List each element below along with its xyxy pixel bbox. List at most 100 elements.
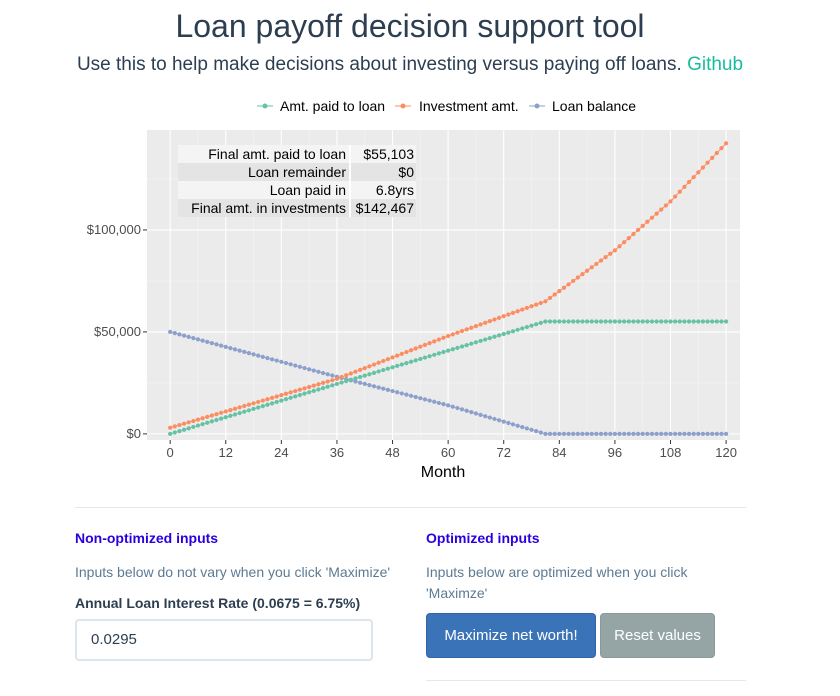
series-paid_to_loan [168, 319, 729, 436]
reset-button[interactable]: Reset values [600, 613, 715, 658]
data-point [376, 360, 381, 365]
data-point [691, 175, 696, 180]
data-point [561, 319, 567, 324]
data-point [696, 319, 701, 324]
data-point [191, 418, 196, 424]
data-point [469, 341, 474, 346]
data-point [483, 414, 488, 419]
non-optimized-help: Inputs below do not vary when you click … [75, 564, 391, 580]
data-point [663, 203, 668, 208]
github-link[interactable]: Github [687, 54, 744, 75]
data-point [719, 319, 724, 324]
data-point [686, 431, 692, 436]
data-point [719, 431, 724, 436]
data-point [469, 325, 474, 330]
data-point [645, 219, 650, 224]
data-point [654, 431, 659, 436]
data-point [293, 394, 298, 399]
data-point [228, 413, 233, 418]
optimized-panel: Optimized inputs Inputs below are optimi… [426, 530, 746, 604]
data-point [288, 362, 293, 367]
data-point [492, 416, 497, 422]
data-point [608, 251, 613, 256]
data-point [603, 431, 608, 436]
interest-rate-input[interactable]: 0.0295 [75, 619, 373, 661]
data-point [297, 364, 302, 369]
data-point [209, 419, 214, 424]
data-point [682, 431, 687, 436]
x-tick-label: 0 [167, 445, 174, 460]
data-point [293, 388, 298, 394]
data-point [682, 319, 687, 324]
data-point [663, 319, 668, 324]
data-point [469, 410, 474, 415]
data-point [612, 319, 618, 324]
data-point [487, 319, 492, 324]
data-point [450, 347, 455, 352]
data-point [288, 390, 293, 395]
data-point [302, 391, 307, 396]
data-point [724, 431, 729, 436]
data-point [330, 378, 335, 383]
data-point [566, 431, 571, 436]
data-point [311, 368, 316, 373]
page-title: Loan payoff decision support tool [175, 8, 645, 44]
data-point [251, 406, 256, 412]
data-point [686, 179, 692, 185]
data-point [529, 323, 534, 328]
data-point [274, 358, 279, 363]
data-point [649, 319, 655, 324]
data-point [358, 367, 363, 372]
data-point [668, 319, 673, 324]
data-point [520, 424, 525, 430]
loan-chart: Amt. paid to loan Investment amt. Loan b… [87, 98, 740, 481]
summary-value: 6.8yrs [376, 182, 414, 198]
data-point [214, 412, 219, 417]
data-point [441, 402, 446, 407]
data-point [269, 395, 275, 400]
data-point [413, 346, 418, 351]
x-axis-title: Month [421, 464, 465, 481]
data-point [710, 431, 715, 436]
data-point [219, 410, 224, 415]
data-point [371, 384, 377, 389]
data-point [395, 353, 400, 358]
data-point [362, 366, 367, 371]
data-point [473, 323, 479, 329]
data-point [177, 332, 182, 337]
data-point [589, 431, 594, 436]
data-point [700, 319, 706, 324]
maximize-button[interactable]: Maximize net worth! [426, 613, 596, 658]
data-point [325, 384, 330, 389]
data-point [353, 369, 358, 374]
series-loan_balance [168, 329, 729, 436]
data-point [585, 319, 590, 324]
data-series [168, 141, 729, 436]
data-point [246, 408, 252, 413]
data-point [478, 322, 483, 327]
page-subtitle: Use this to help make decisions about in… [0, 54, 820, 76]
data-point [283, 397, 289, 402]
data-point [242, 409, 247, 414]
optimized-help: Inputs below are optimized when you clic… [426, 564, 688, 601]
data-point [311, 383, 316, 388]
data-point [566, 319, 571, 324]
legend-dot-investment [400, 103, 406, 109]
summary-row-bg-2 [178, 163, 416, 181]
summary-row-bg-1 [178, 145, 416, 163]
data-point [575, 319, 580, 324]
summary-value: $0 [398, 164, 414, 180]
legend-item-loan-balance: Loan balance [529, 98, 636, 114]
data-point [603, 255, 608, 260]
data-point [251, 352, 256, 357]
y-tick-label: $0 [127, 426, 141, 441]
data-point [510, 329, 516, 334]
data-point [232, 347, 238, 352]
data-point [297, 387, 302, 392]
data-point [200, 416, 205, 421]
data-point [265, 402, 270, 407]
data-point [561, 431, 567, 436]
legend-item-investment: Investment amt. [395, 98, 519, 114]
data-point [580, 431, 585, 436]
data-point [260, 404, 265, 409]
